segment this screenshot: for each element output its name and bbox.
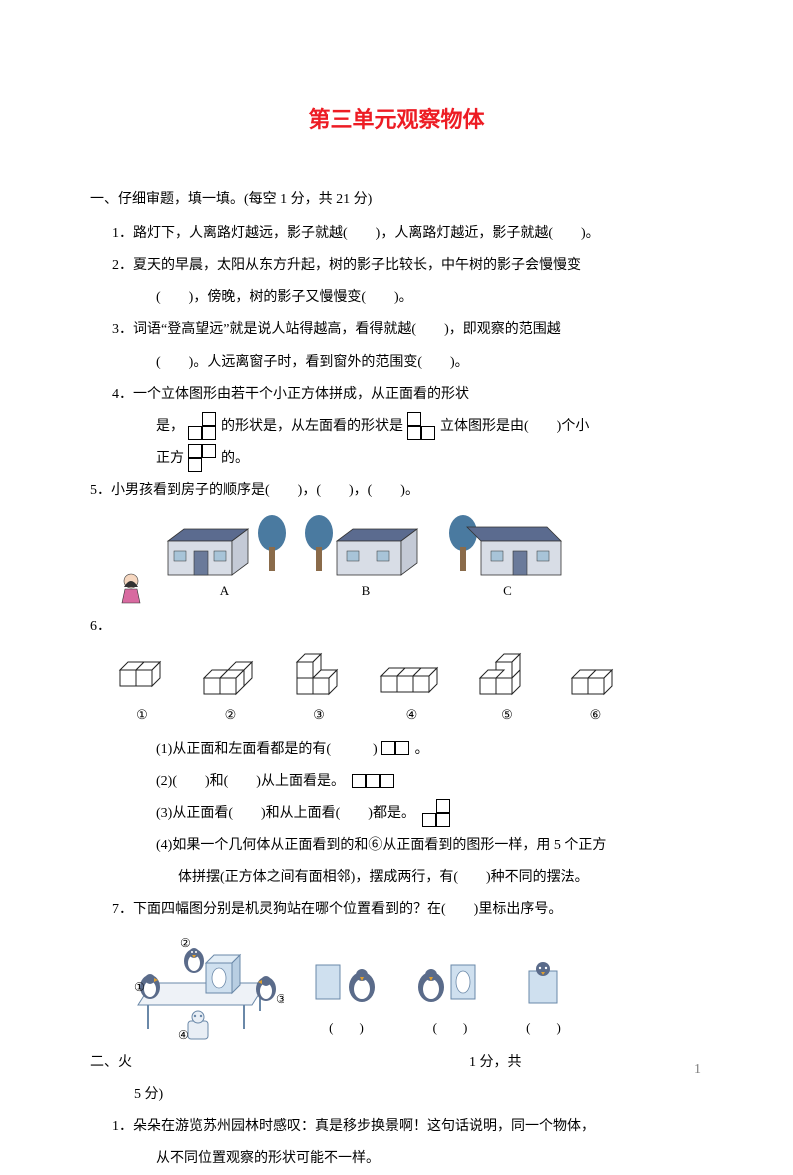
q6-4a: (4)如果一个几何体从正面看到的和⑥从正面看到的图形一样，用 5 个正方 bbox=[90, 830, 703, 862]
q6-1: (1)从正面和左面看都是的有( ) 。 bbox=[90, 734, 703, 766]
shape-top-view-icon bbox=[188, 444, 218, 474]
q7-view-a-icon: ( ) bbox=[312, 959, 382, 1043]
house-c-label: C bbox=[503, 576, 512, 606]
q4b-pre: 是， bbox=[156, 419, 184, 434]
page-number: 1 bbox=[694, 1054, 701, 1086]
q6-2: (2)( )和( )从上面看是。 bbox=[90, 766, 703, 798]
girl-icon bbox=[114, 545, 148, 605]
q3-line1: 3．词语“登高望远”就是说人站得越高，看得就越( )，即观察的范围越 bbox=[90, 314, 703, 346]
q4-line2: 是， 的形状是，从左面看的形状是 立体图形是由( )个小 bbox=[90, 411, 703, 443]
q7-num-2: ② bbox=[180, 936, 191, 950]
two-square-row-icon bbox=[381, 741, 411, 757]
l-square-icon bbox=[422, 799, 452, 829]
q6-1-pre: (1)从正面和左面看都是的有( ) bbox=[156, 742, 378, 757]
s2-q1a: 1．朵朵在游览苏州园林时感叹：真是移步换景啊！这句话说明，同一个物体， bbox=[90, 1111, 703, 1143]
shape-2-num: ② bbox=[200, 700, 262, 730]
q4-line1: 4．一个立体图形由若干个小正方体拼成，从正面看的形状 bbox=[90, 379, 703, 411]
section-1-head: 一、仔细审题，填一填。(每空 1 分，共 21 分) bbox=[90, 184, 703, 216]
q7-scene-icon: ② ① ③ ④ bbox=[134, 933, 284, 1043]
q4c-pre: 正方 bbox=[156, 451, 184, 466]
shape-6-num: ⑥ bbox=[568, 700, 624, 730]
page-title: 第三单元观察物体 bbox=[90, 95, 703, 146]
q1: 1．路灯下，人离路灯越远，影子就越( )，人离路灯越近，影子就越( )。 bbox=[90, 218, 703, 250]
three-square-row-icon bbox=[352, 774, 396, 790]
section-2-head: 二、火 1 分，共 bbox=[90, 1047, 703, 1079]
q6-1-post: 。 bbox=[415, 742, 429, 757]
cube-shapes-row: ① ② ③ bbox=[90, 650, 703, 730]
house-c-icon: C bbox=[443, 511, 573, 589]
q4c-post: 的。 bbox=[221, 451, 249, 466]
shape-front-view-icon bbox=[188, 412, 218, 442]
shape-3-num: ③ bbox=[291, 700, 347, 730]
q5: 5．小男孩看到房子的顺序是( )，( )，( )。 bbox=[90, 475, 703, 507]
q7-num-3: ③ bbox=[276, 992, 284, 1006]
s2-head-c: 5 分) bbox=[90, 1079, 703, 1111]
q6-3: (3)从正面看( )和从上面看( )都是。 bbox=[90, 798, 703, 830]
houses-row: A B C bbox=[90, 511, 703, 605]
q7-num-4: ④ bbox=[178, 1028, 189, 1042]
q7-view-c-icon: ( ) bbox=[519, 959, 569, 1043]
house-a-icon: A bbox=[160, 511, 290, 589]
house-b-label: B bbox=[362, 576, 371, 606]
q2-line2: ( )，傍晚，树的影子又慢慢变( )。 bbox=[90, 282, 703, 314]
q4b-post: 立体图形是由( )个小 bbox=[440, 419, 589, 434]
cube-shape-4-icon: ④ bbox=[377, 658, 447, 730]
q6-head: 6． bbox=[90, 611, 703, 643]
house-b-icon: B bbox=[301, 511, 431, 589]
shape-1-num: ① bbox=[114, 700, 170, 730]
shape-5-num: ⑤ bbox=[476, 700, 538, 730]
q6-4b: 体拼摆(正方体之间有面相邻)，摆成两行，有( )种不同的摆法。 bbox=[90, 862, 703, 894]
cube-shape-5-icon: ⑤ bbox=[476, 652, 538, 730]
q7-num-1: ① bbox=[134, 980, 145, 994]
s2-head-b: 1 分，共 bbox=[469, 1055, 522, 1070]
cube-shape-2-icon: ② bbox=[200, 654, 262, 730]
q4b-mid: 的形状是，从左面看的形状是 bbox=[221, 419, 403, 434]
q7-paren-a: ( ) bbox=[312, 1013, 382, 1043]
shape-4-num: ④ bbox=[377, 700, 447, 730]
q3-line2: ( )。人远离窗子时，看到窗外的范围变( )。 bbox=[90, 347, 703, 379]
q2-line1: 2．夏天的早晨，太阳从东方升起，树的影子比较长，中午树的影子会慢慢变 bbox=[90, 250, 703, 282]
q7: 7．下面四幅图分别是机灵狗站在哪个位置看到的？在( )里标出序号。 bbox=[90, 894, 703, 926]
house-a-label: A bbox=[220, 576, 229, 606]
cube-shape-1-icon: ① bbox=[114, 654, 170, 730]
q7-paren-b: ( ) bbox=[415, 1013, 485, 1043]
cube-shape-6-icon: ⑥ bbox=[568, 658, 624, 730]
s2-head-a: 二、火 bbox=[90, 1055, 132, 1070]
q4-line3: 正方 的。 bbox=[90, 443, 703, 475]
shape-left-view-icon bbox=[407, 412, 437, 442]
q7-paren-c: ( ) bbox=[519, 1013, 569, 1043]
cube-shape-3-icon: ③ bbox=[291, 650, 347, 730]
s2-q1b: 从不同位置观察的形状可能不一样。 bbox=[90, 1143, 703, 1175]
q7-view-b-icon: ( ) bbox=[415, 959, 485, 1043]
q7-row: ② ① ③ ④ bbox=[90, 933, 703, 1043]
